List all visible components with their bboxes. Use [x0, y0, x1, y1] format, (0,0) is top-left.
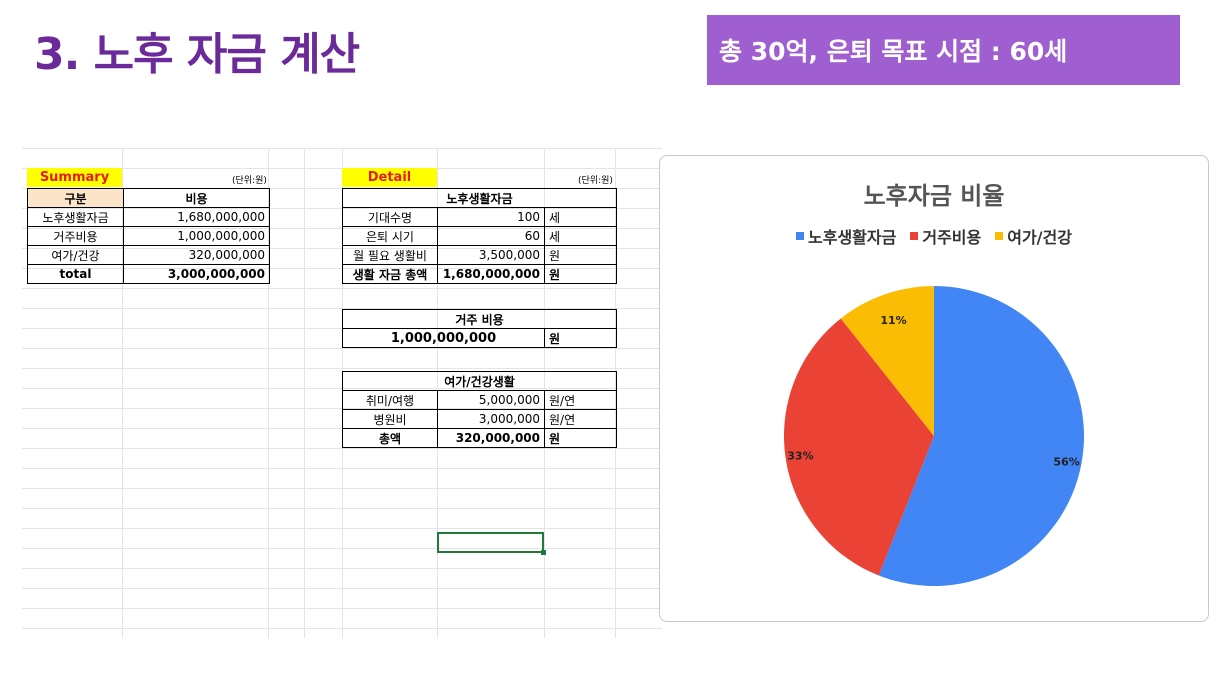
table-row: 여가/건강 320,000,000 — [27, 245, 270, 265]
legend-label: 노후생활자금 — [808, 228, 897, 247]
living-fund-header[interactable]: 노후생활자금 — [342, 188, 617, 208]
housing-cost-value[interactable]: 1,000,000,000 — [342, 328, 545, 348]
leisure-total-unit[interactable]: 원 — [544, 428, 617, 448]
living-row-name[interactable]: 은퇴 시기 — [342, 226, 438, 246]
summary-total-value[interactable]: 3,000,000,000 — [123, 264, 270, 284]
table-row: 취미/여행 5,000,000 원/연 — [342, 390, 617, 410]
summary-row-value[interactable]: 1,680,000,000 — [123, 207, 270, 227]
leisure-row-value[interactable]: 3,000,000 — [437, 409, 545, 429]
table-row: 노후생활자금 — [342, 188, 617, 208]
legend-item: 거주비용 — [910, 224, 981, 248]
detail-label[interactable]: Detail — [342, 168, 437, 187]
table-row: 은퇴 시기 60 세 — [342, 226, 617, 246]
grid-column-line — [122, 148, 123, 638]
detail-unit-note: (단위:원) — [578, 176, 613, 186]
grid-column-line — [304, 148, 305, 638]
table-row: 1,000,000,000 원 — [342, 328, 617, 348]
living-row-value[interactable]: 3,500,000 — [437, 245, 545, 265]
leisure-total-name[interactable]: 총액 — [342, 428, 438, 448]
pie-slice-2[interactable] — [784, 318, 934, 576]
pie-slice-3[interactable] — [840, 286, 934, 436]
chart-legend: 노후생활자금 거주비용 여가/건강 — [660, 224, 1208, 248]
summary-row-name[interactable]: 노후생활자금 — [27, 207, 124, 227]
table-row: 거주비용 1,000,000,000 — [27, 226, 270, 246]
leisure-row-unit[interactable]: 원/연 — [544, 409, 617, 429]
summary-row-value[interactable]: 1,000,000,000 — [123, 226, 270, 246]
leisure-health-table: 여가/건강생활 취미/여행 5,000,000 원/연 병원비 3,000,00… — [342, 371, 617, 448]
table-row: total 3,000,000,000 — [27, 264, 270, 284]
living-total-value[interactable]: 1,680,000,000 — [437, 264, 545, 284]
table-row: 여가/건강생활 — [342, 371, 617, 391]
pie-chart-svg: 56% 33% 11% — [784, 286, 1084, 586]
page-title: 3. 노후 자금 계산 — [34, 29, 360, 80]
living-row-value[interactable]: 60 — [437, 226, 545, 246]
summary-header-cost[interactable]: 비용 — [123, 188, 270, 208]
table-row: 거주 비용 — [342, 309, 617, 329]
living-row-name[interactable]: 월 필요 생활비 — [342, 245, 438, 265]
leisure-row-value[interactable]: 5,000,000 — [437, 390, 545, 410]
table-row: 총액 320,000,000 원 — [342, 428, 617, 448]
leisure-row-name[interactable]: 취미/여행 — [342, 390, 438, 410]
living-row-unit[interactable]: 세 — [544, 226, 617, 246]
summary-total-name[interactable]: total — [27, 264, 124, 284]
living-row-value[interactable]: 100 — [437, 207, 545, 227]
pie-chart-card[interactable]: 노후자금 비율 노후생활자금 거주비용 여가/건강 56% 33% 11% — [659, 155, 1209, 622]
summary-row-value[interactable]: 320,000,000 — [123, 245, 270, 265]
leisure-row-unit[interactable]: 원/연 — [544, 390, 617, 410]
pie-slice-label: 11% — [880, 314, 906, 327]
housing-cost-header[interactable]: 거주 비용 — [342, 309, 617, 329]
leisure-total-value[interactable]: 320,000,000 — [437, 428, 545, 448]
active-cell-selection[interactable] — [437, 532, 544, 553]
living-row-unit[interactable]: 원 — [544, 245, 617, 265]
living-row-unit[interactable]: 세 — [544, 207, 617, 227]
summary-unit-note: (단위:원) — [232, 176, 267, 186]
goal-banner: 총 30억, 은퇴 목표 시점 : 60세 — [707, 15, 1180, 85]
table-row: 노후생활자금 1,680,000,000 — [27, 207, 270, 227]
legend-item: 노후생활자금 — [796, 224, 896, 248]
living-total-unit[interactable]: 원 — [544, 264, 617, 284]
table-row: 생활 자금 총액 1,680,000,000 원 — [342, 264, 617, 284]
pie-slice-label: 56% — [1053, 455, 1079, 468]
table-row: 월 필요 생활비 3,500,000 원 — [342, 245, 617, 265]
fill-handle[interactable] — [541, 550, 546, 555]
legend-swatch — [910, 232, 919, 240]
legend-label: 거주비용 — [922, 228, 982, 247]
grid-column-line — [268, 148, 269, 638]
legend-item: 여가/건강 — [995, 224, 1072, 248]
chart-title: 노후자금 비율 — [863, 182, 1005, 210]
living-row-name[interactable]: 기대수명 — [342, 207, 438, 227]
summary-table: 구분 비용 노후생활자금 1,680,000,000 거주비용 1,000,00… — [27, 188, 270, 284]
living-total-name[interactable]: 생활 자금 총액 — [342, 264, 438, 284]
pie-slice-label: 33% — [787, 450, 813, 463]
housing-cost-unit[interactable]: 원 — [544, 328, 617, 348]
summary-row-name[interactable]: 거주비용 — [27, 226, 124, 246]
table-row: 기대수명 100 세 — [342, 207, 617, 227]
living-fund-table: 노후생활자금 기대수명 100 세 은퇴 시기 60 세 월 필요 생활비 3,… — [342, 188, 617, 284]
leisure-row-name[interactable]: 병원비 — [342, 409, 438, 429]
leisure-health-header[interactable]: 여가/건강생활 — [342, 371, 617, 391]
summary-header-category[interactable]: 구분 — [27, 188, 124, 208]
summary-row-name[interactable]: 여가/건강 — [27, 245, 124, 265]
legend-label: 여가/건강 — [1007, 228, 1072, 247]
table-row: 구분 비용 — [27, 188, 270, 208]
legend-swatch — [995, 232, 1004, 240]
pie-slice-1[interactable] — [878, 286, 1084, 586]
housing-cost-table: 거주 비용 1,000,000,000 원 — [342, 309, 617, 348]
table-row: 병원비 3,000,000 원/연 — [342, 409, 617, 429]
legend-swatch — [796, 232, 805, 240]
summary-label[interactable]: Summary — [27, 168, 122, 187]
